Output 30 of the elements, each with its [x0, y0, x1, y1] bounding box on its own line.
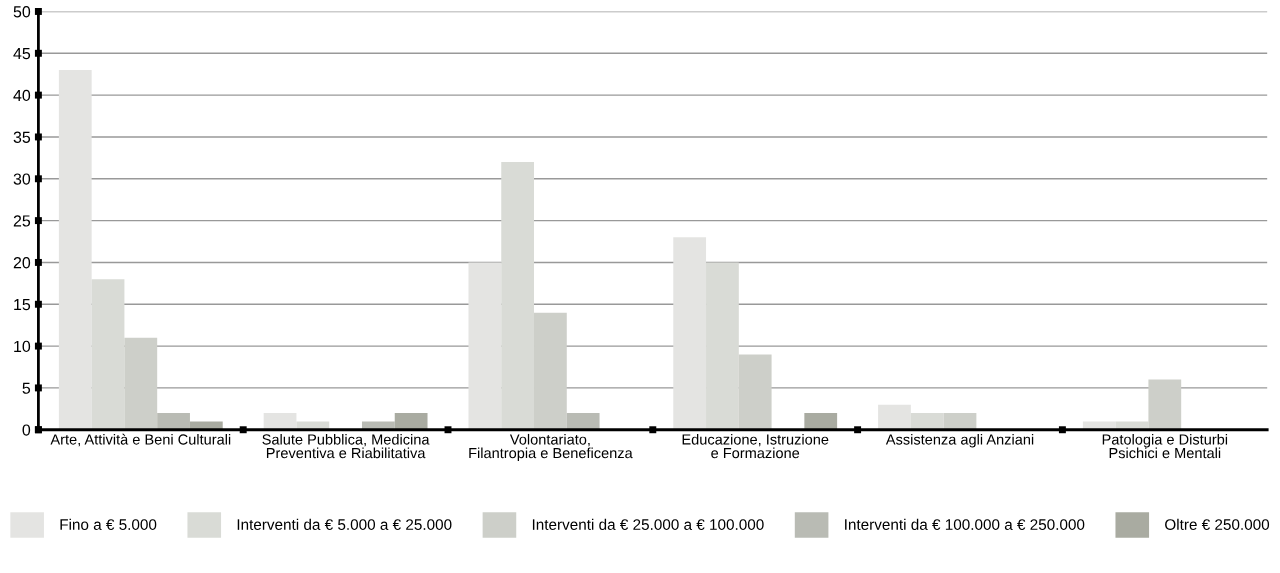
- x-tick-label: Volontariato, Filantropia e Beneficenza: [469, 433, 633, 462]
- bar: [394, 413, 428, 430]
- bar: [566, 413, 600, 430]
- y-tick-label: 10: [14, 340, 31, 353]
- x-tick-label: Assistenza agli Anziani: [885, 433, 1034, 448]
- y-tick-label: 15: [14, 299, 31, 311]
- x-tick-label: Educazione, Istruzione e Formazione: [682, 433, 829, 459]
- y-tick-label: 35: [13, 131, 31, 143]
- x-tick-label: Patologia e Disturbi Psichici e Mentali: [1102, 433, 1228, 459]
- y-tick-label: 40: [13, 89, 31, 102]
- y-tick-label: 45: [13, 48, 31, 60]
- y-tick-label: 50: [13, 6, 31, 18]
- y-tick-label: 20: [13, 257, 31, 269]
- bar: [738, 354, 772, 430]
- bar: [534, 312, 567, 430]
- y-tick-label: 25: [13, 215, 31, 227]
- legend-label: Oltre € 250.000: [1165, 518, 1270, 530]
- legend-label: Interventi da € 5.000 a € 25.000: [237, 518, 452, 530]
- bar: [157, 413, 190, 430]
- legend-label: Interventi da € 100.000 a € 250.000: [845, 518, 1085, 530]
- bar: [1148, 379, 1182, 430]
- x-tick-label: Salute Pubblica, Medicina Preventiva e Riabilitativa: [262, 433, 430, 459]
- x-tick-label: Arte, Attività e Beni Culturali: [50, 433, 231, 447]
- bar: [124, 337, 158, 430]
- bar: [804, 413, 838, 430]
- y-tick-label: 5: [22, 382, 31, 394]
- y-tick-label: 0: [22, 424, 31, 436]
- legend-label: Interventi da € 25.000 a € 100.000: [532, 518, 764, 530]
- legend-label: Fino a € 5.000: [60, 518, 157, 530]
- y-tick-label: 30: [13, 173, 31, 185]
